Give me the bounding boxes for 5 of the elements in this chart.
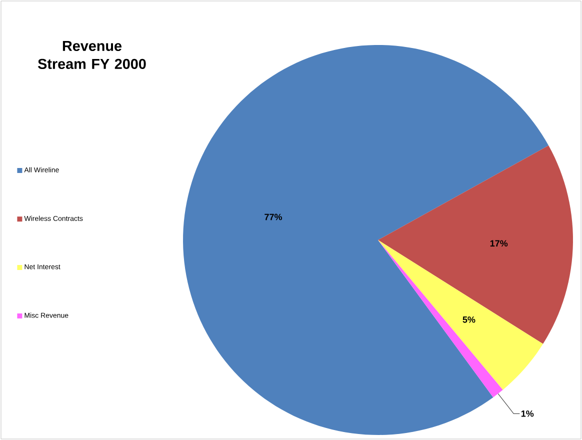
data-label: 1%	[521, 410, 534, 417]
chart-title: Revenue Stream FY 2000	[38, 40, 146, 70]
data-label: 17%	[490, 240, 508, 247]
data-label: 77%	[264, 214, 282, 220]
data-label: 5%	[462, 316, 476, 323]
